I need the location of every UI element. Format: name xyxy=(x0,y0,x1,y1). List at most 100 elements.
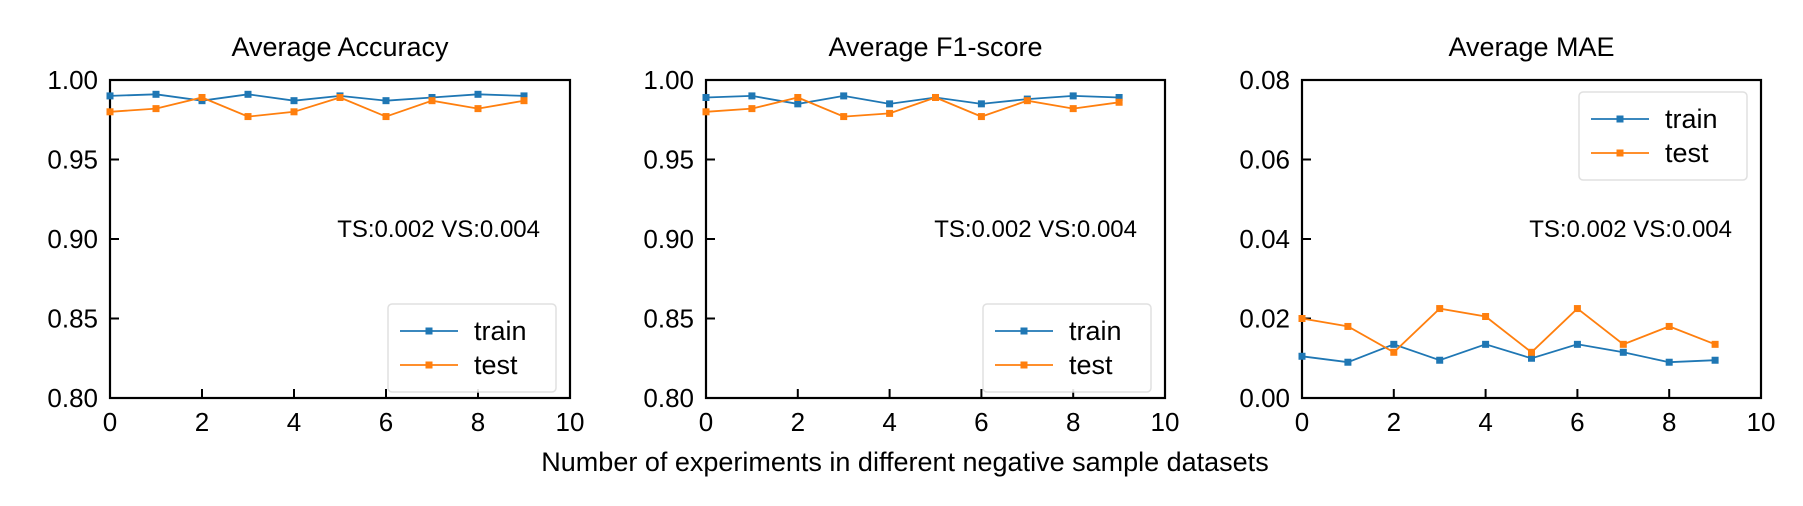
legend-marker-test xyxy=(1616,149,1624,157)
data-point-test xyxy=(702,108,710,116)
legend-marker-train xyxy=(1020,327,1028,335)
data-point-train xyxy=(977,100,985,108)
series-line-test xyxy=(705,96,1120,118)
figure-x-label: Number of experiments in different negat… xyxy=(541,447,1268,477)
y-tick-label: 0.95 xyxy=(643,145,694,175)
data-point-train xyxy=(290,97,298,105)
x-tick-label: 2 xyxy=(1387,407,1401,437)
data-point-test xyxy=(1298,315,1306,322)
data-point-test xyxy=(840,113,848,121)
legend-marker-test xyxy=(425,361,433,369)
data-point-train xyxy=(1619,348,1627,356)
data-point-train xyxy=(886,100,894,108)
series-line-test xyxy=(109,96,525,118)
data-point-train xyxy=(840,92,848,100)
data-point-train xyxy=(1528,354,1535,362)
y-tick-label: 1.00 xyxy=(47,65,98,95)
chart-title: Average MAE xyxy=(1448,32,1614,62)
x-tick-label: 0 xyxy=(1295,407,1309,437)
data-point-train xyxy=(748,92,756,100)
series-line-train xyxy=(109,93,525,102)
y-tick-label: 0.95 xyxy=(47,145,98,175)
legend: train test xyxy=(387,303,557,393)
data-point-test xyxy=(977,113,985,121)
data-point-test xyxy=(1436,305,1444,313)
data-point-test xyxy=(290,108,298,116)
data-point-test xyxy=(1344,322,1352,330)
data-point-test xyxy=(1115,98,1123,106)
data-point-test xyxy=(1711,340,1719,348)
data-point-test xyxy=(428,97,436,105)
data-point-train xyxy=(520,92,528,100)
series-line-test xyxy=(1301,307,1716,354)
x-tick-label: 6 xyxy=(974,407,988,437)
y-tick-label: 0.90 xyxy=(47,224,98,254)
data-point-test xyxy=(336,93,344,101)
x-tick-label: 10 xyxy=(556,407,585,437)
data-point-test xyxy=(1390,348,1398,356)
y-tick-label: 0.06 xyxy=(1239,145,1290,175)
legend: train test xyxy=(982,303,1152,393)
x-tick-label: 2 xyxy=(195,407,209,437)
annotation-text: TS:0.002 VS:0.004 xyxy=(934,216,1137,243)
data-point-train xyxy=(1069,92,1077,100)
legend-marker-train xyxy=(425,327,433,335)
data-point-test xyxy=(106,108,114,116)
x-tick-label: 10 xyxy=(1747,407,1776,437)
y-tick-label: 0.80 xyxy=(47,383,98,413)
data-point-test xyxy=(382,113,390,121)
data-point-train xyxy=(244,90,252,98)
data-point-train xyxy=(1573,340,1581,348)
legend-label-train: train xyxy=(1665,104,1718,134)
data-point-train xyxy=(152,90,160,98)
legend-box xyxy=(1578,91,1748,181)
data-point-train xyxy=(1390,340,1398,348)
data-point-test xyxy=(244,113,252,121)
data-point-test xyxy=(886,109,894,117)
y-tick-label: 0.02 xyxy=(1239,304,1290,334)
chart-panel-2: Average F1-score 0 2 4 6 8 10 0.80 0.85 0.90 0.95 1… xyxy=(643,32,1179,437)
legend-box xyxy=(982,303,1152,393)
data-point-train xyxy=(1482,340,1490,348)
data-point-test xyxy=(1619,340,1627,348)
x-tick-label: 4 xyxy=(287,407,301,437)
data-point-train xyxy=(1711,356,1719,364)
legend-label-test: test xyxy=(1069,350,1113,380)
legend-label-test: test xyxy=(1665,138,1709,168)
legend-marker-train xyxy=(1616,115,1624,123)
x-tick-label: 4 xyxy=(1478,407,1492,437)
y-tick-label: 0.85 xyxy=(643,304,694,334)
y-tick-label: 0.85 xyxy=(47,304,98,334)
x-tick-label: 0 xyxy=(103,407,117,437)
legend-box xyxy=(387,303,557,393)
y-tick-label: 0.08 xyxy=(1239,65,1290,95)
series-line-train xyxy=(1301,343,1716,364)
data-point-train xyxy=(1436,356,1444,364)
data-point-train xyxy=(794,100,802,108)
annotation-text: TS:0.002 VS:0.004 xyxy=(1529,216,1732,243)
chart-title: Average Accuracy xyxy=(231,32,449,62)
y-tick-label: 0.04 xyxy=(1239,224,1290,254)
data-point-train xyxy=(1665,358,1673,366)
x-tick-label: 0 xyxy=(699,407,713,437)
data-point-test xyxy=(1665,322,1673,330)
data-point-train xyxy=(1115,93,1123,101)
x-tick-label: 8 xyxy=(471,407,485,437)
legend-label-train: train xyxy=(474,316,527,346)
legend: train test xyxy=(1578,91,1748,181)
legend-label-test: test xyxy=(474,350,518,380)
series-line-train xyxy=(705,94,1120,105)
data-point-test xyxy=(474,105,482,113)
legend-marker-test xyxy=(1020,361,1028,369)
data-point-train xyxy=(382,97,390,105)
data-point-test xyxy=(932,93,939,101)
y-tick-label: 0.90 xyxy=(643,224,694,254)
data-point-test xyxy=(794,93,802,101)
x-tick-label: 2 xyxy=(791,407,805,437)
data-point-train xyxy=(474,90,482,98)
data-point-test xyxy=(1528,348,1535,356)
data-point-test xyxy=(748,105,756,113)
chart-panel-3: Average MAE 0 2 4 6 8 10 0.00 0.02 0.04 0.06 0.08 TS… xyxy=(1239,32,1775,437)
data-point-test xyxy=(520,97,528,105)
data-point-test xyxy=(1573,305,1581,313)
